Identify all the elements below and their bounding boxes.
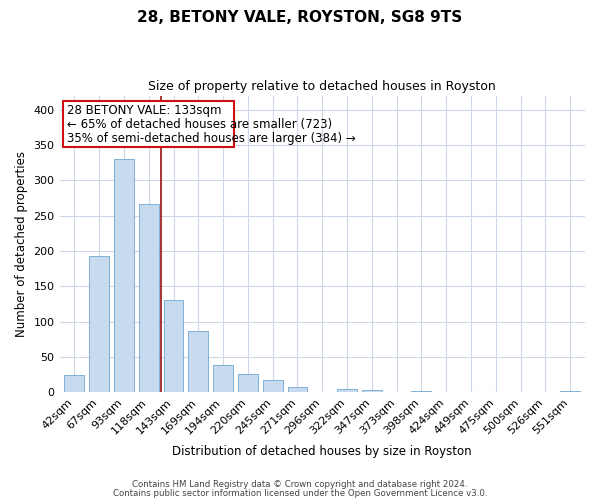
Bar bbox=[89, 256, 109, 392]
Bar bbox=[412, 391, 431, 392]
Bar bbox=[287, 386, 307, 392]
Bar bbox=[114, 159, 134, 392]
Bar bbox=[139, 204, 158, 392]
Y-axis label: Number of detached properties: Number of detached properties bbox=[15, 151, 28, 337]
Text: 35% of semi-detached houses are larger (384) →: 35% of semi-detached houses are larger (… bbox=[67, 132, 356, 145]
Bar bbox=[213, 366, 233, 392]
Bar bbox=[560, 391, 580, 392]
Bar bbox=[337, 390, 357, 392]
Bar bbox=[64, 374, 85, 392]
Text: 28, BETONY VALE, ROYSTON, SG8 9TS: 28, BETONY VALE, ROYSTON, SG8 9TS bbox=[137, 10, 463, 25]
Text: ← 65% of detached houses are smaller (723): ← 65% of detached houses are smaller (72… bbox=[67, 118, 332, 131]
FancyBboxPatch shape bbox=[63, 100, 234, 147]
Bar bbox=[362, 390, 382, 392]
Bar bbox=[263, 380, 283, 392]
Text: 28 BETONY VALE: 133sqm: 28 BETONY VALE: 133sqm bbox=[67, 104, 221, 117]
X-axis label: Distribution of detached houses by size in Royston: Distribution of detached houses by size … bbox=[172, 444, 472, 458]
Bar bbox=[238, 374, 258, 392]
Title: Size of property relative to detached houses in Royston: Size of property relative to detached ho… bbox=[148, 80, 496, 93]
Text: Contains public sector information licensed under the Open Government Licence v3: Contains public sector information licen… bbox=[113, 488, 487, 498]
Text: Contains HM Land Registry data © Crown copyright and database right 2024.: Contains HM Land Registry data © Crown c… bbox=[132, 480, 468, 489]
Bar bbox=[164, 300, 184, 392]
Bar bbox=[188, 331, 208, 392]
